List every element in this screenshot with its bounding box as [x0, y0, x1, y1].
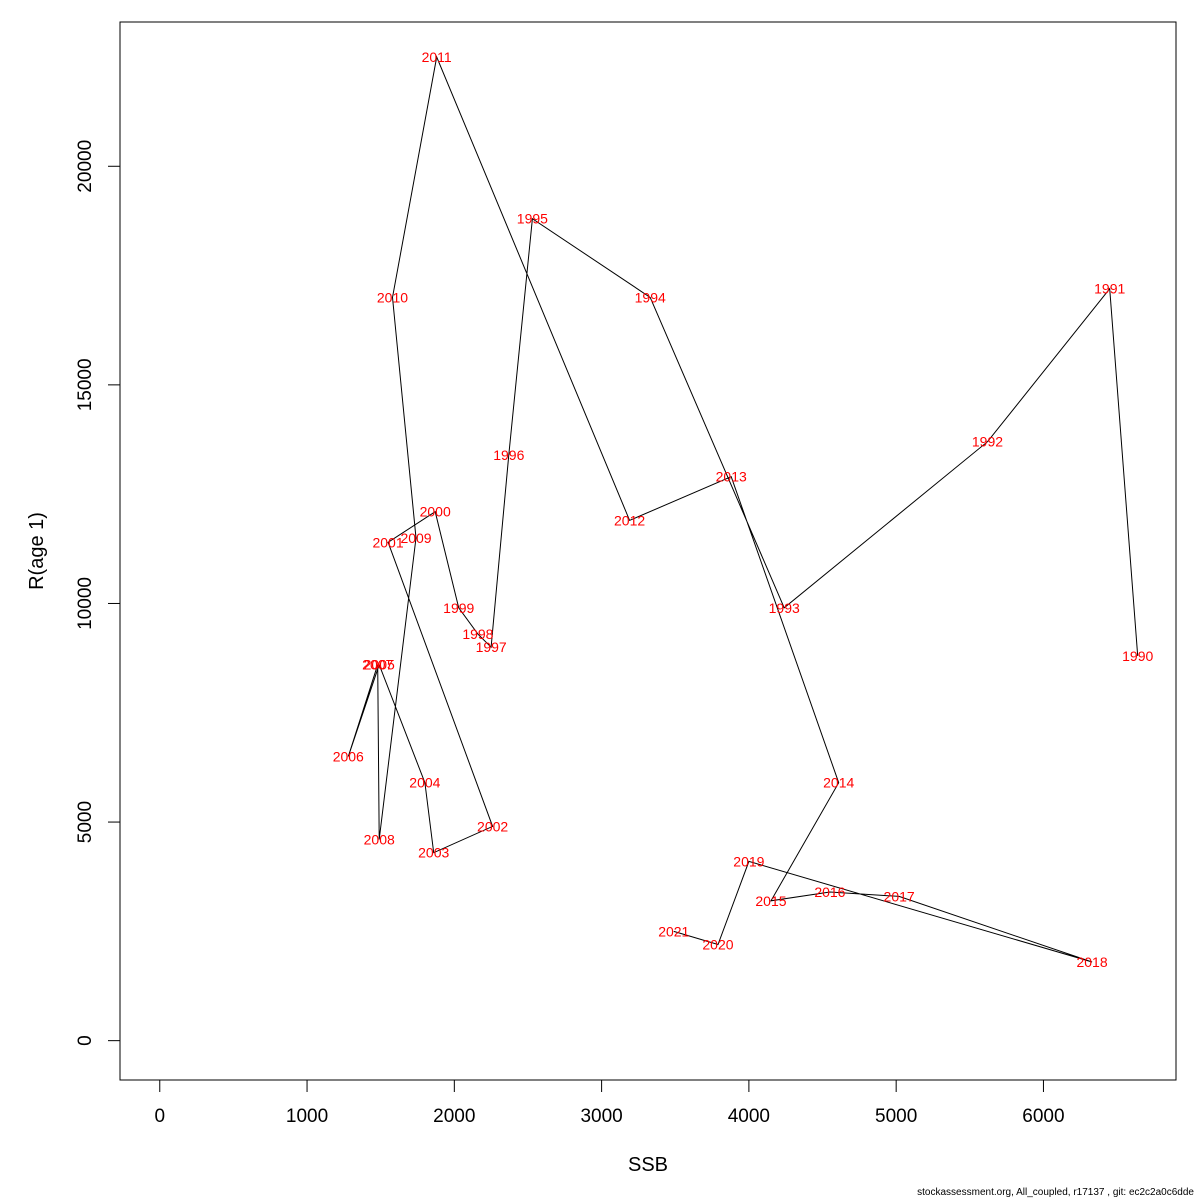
x-tick-label: 4000	[728, 1106, 770, 1127]
x-axis-title: SSB	[628, 1154, 668, 1176]
point-label-1997: 1997	[476, 639, 507, 655]
point-label-1994: 1994	[635, 289, 666, 305]
point-label-2013: 2013	[716, 469, 747, 485]
y-tick-label: 5000	[75, 801, 96, 843]
point-label-2012: 2012	[614, 512, 645, 528]
point-label-2014: 2014	[823, 775, 854, 791]
point-label-2020: 2020	[702, 936, 733, 952]
point-label-1996: 1996	[493, 447, 524, 463]
x-tick-label: 0	[154, 1106, 165, 1127]
x-axis: 0 1000 2000 3000 4000 5000 6000	[154, 1079, 1065, 1127]
y-tick-label: 15000	[75, 358, 96, 411]
point-label-2004: 2004	[409, 775, 440, 791]
x-tick-label: 6000	[1022, 1106, 1064, 1127]
point-label-2019: 2019	[733, 853, 764, 869]
point-label-1999: 1999	[443, 600, 474, 616]
series-line	[347, 55, 1139, 963]
point-label-2000: 2000	[420, 504, 451, 520]
point-label-2003: 2003	[418, 845, 449, 861]
x-tick-label: 1000	[286, 1106, 328, 1127]
x-tick-label: 2000	[433, 1106, 475, 1127]
y-axis: 0 5000 10000 15000 20000	[75, 140, 121, 1046]
point-label-2017: 2017	[884, 888, 915, 904]
point-label-1990: 1990	[1122, 648, 1153, 664]
point-label-2002: 2002	[477, 818, 508, 834]
point-label-2011: 2011	[422, 49, 452, 65]
y-axis-title: R(age 1)	[26, 512, 48, 590]
x-tick-label: 5000	[875, 1106, 917, 1127]
point-label-2009: 2009	[400, 530, 431, 546]
point-label-1995: 1995	[517, 211, 548, 227]
point-label-1991: 1991	[1094, 281, 1125, 297]
point-label-2018: 2018	[1076, 954, 1107, 970]
point-label-2021: 2021	[658, 923, 689, 939]
point-label-2007: 2007	[362, 657, 393, 673]
point-label-2006: 2006	[333, 748, 364, 764]
footer-text: stockassessment.org, All_coupled, r17137…	[917, 1187, 1194, 1198]
x-tick-label: 3000	[580, 1106, 622, 1127]
point-label-2005: 2005	[364, 657, 395, 673]
point-label-1993: 1993	[769, 600, 800, 616]
point-label-1998: 1998	[462, 626, 493, 642]
point-label-1992: 1992	[972, 434, 1003, 450]
point-label-2001: 2001	[372, 534, 403, 550]
y-tick-label: 0	[75, 1035, 96, 1046]
y-tick-label: 20000	[75, 140, 96, 193]
plot-box	[119, 21, 1177, 1081]
y-tick-label: 10000	[75, 577, 96, 630]
point-label-2008: 2008	[364, 832, 395, 848]
point-label-2016: 2016	[814, 884, 845, 900]
point-label-2015: 2015	[755, 893, 786, 909]
point-label-2010: 2010	[377, 289, 408, 305]
